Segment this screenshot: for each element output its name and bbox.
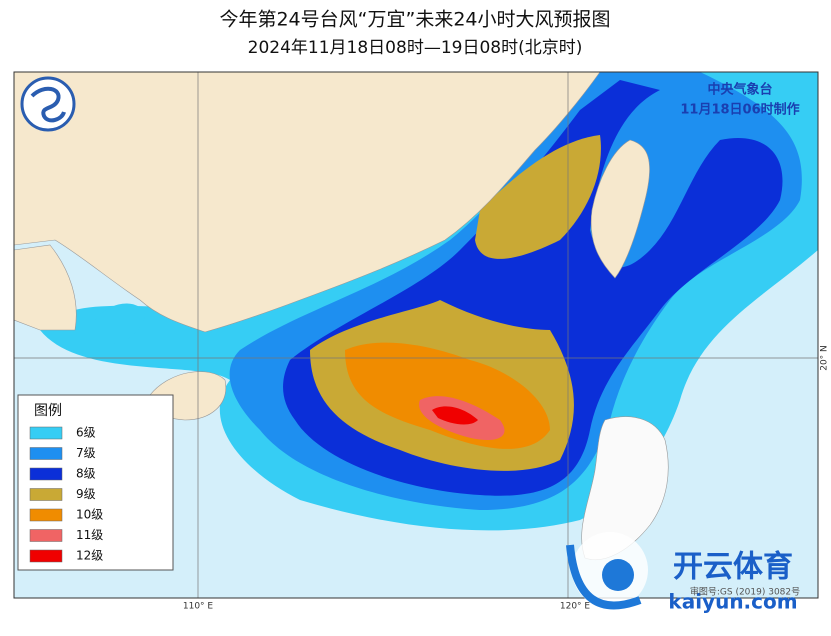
- legend-label: 6级: [76, 426, 96, 440]
- watermark-domain: kaiyun.com: [668, 590, 797, 614]
- legend-label: 9级: [76, 487, 96, 501]
- legend-swatch: [29, 467, 63, 481]
- wind-zone: [475, 135, 601, 259]
- lat-label: 20° N: [820, 345, 830, 371]
- legend-label: 11级: [76, 528, 103, 542]
- logo: [20, 76, 76, 132]
- legend-swatch: [29, 549, 63, 563]
- legend-swatch: [29, 447, 63, 460]
- watermark-brand: 开云体育: [673, 550, 793, 585]
- legend-label: 10级: [76, 508, 103, 522]
- mainland: [14, 72, 601, 333]
- legend-label: 8级: [76, 467, 96, 481]
- lon-label: 120° E: [560, 602, 591, 612]
- legend-swatch: [29, 529, 63, 542]
- watermark: 开云体育 kaiyun.com 审图号:GS (2019) 3082号: [566, 532, 800, 614]
- legend-swatch: [29, 426, 63, 440]
- approval-number: 审图号:GS (2019) 3082号: [690, 586, 800, 598]
- legend-swatch: [29, 488, 63, 501]
- grid: [14, 72, 818, 598]
- subtitle: 2024年11月18日08时—19日08时(北京时): [248, 38, 583, 58]
- issue-time: 11月18日06时制作: [680, 102, 799, 118]
- legend-title: 图例: [34, 403, 62, 419]
- mainland-south: [14, 244, 77, 331]
- legend-label: 7级: [76, 446, 96, 460]
- wind-zone: [95, 303, 145, 344]
- lon-label: 110° E: [183, 602, 214, 612]
- legend: 图例 6级 7级 8级 9级 10级 11级 12级: [17, 394, 174, 571]
- frame: [13, 71, 819, 599]
- wind-zone: [432, 406, 478, 425]
- title: 今年第24号台风“万宜”未来24小时大风预报图: [219, 9, 610, 31]
- legend-swatch: [29, 508, 63, 522]
- agency-name: 中央气象台: [707, 82, 772, 98]
- taiwan: [590, 139, 650, 279]
- legend-box: [17, 394, 174, 571]
- map-body: [14, 72, 818, 598]
- legend-label: 12级: [76, 549, 103, 563]
